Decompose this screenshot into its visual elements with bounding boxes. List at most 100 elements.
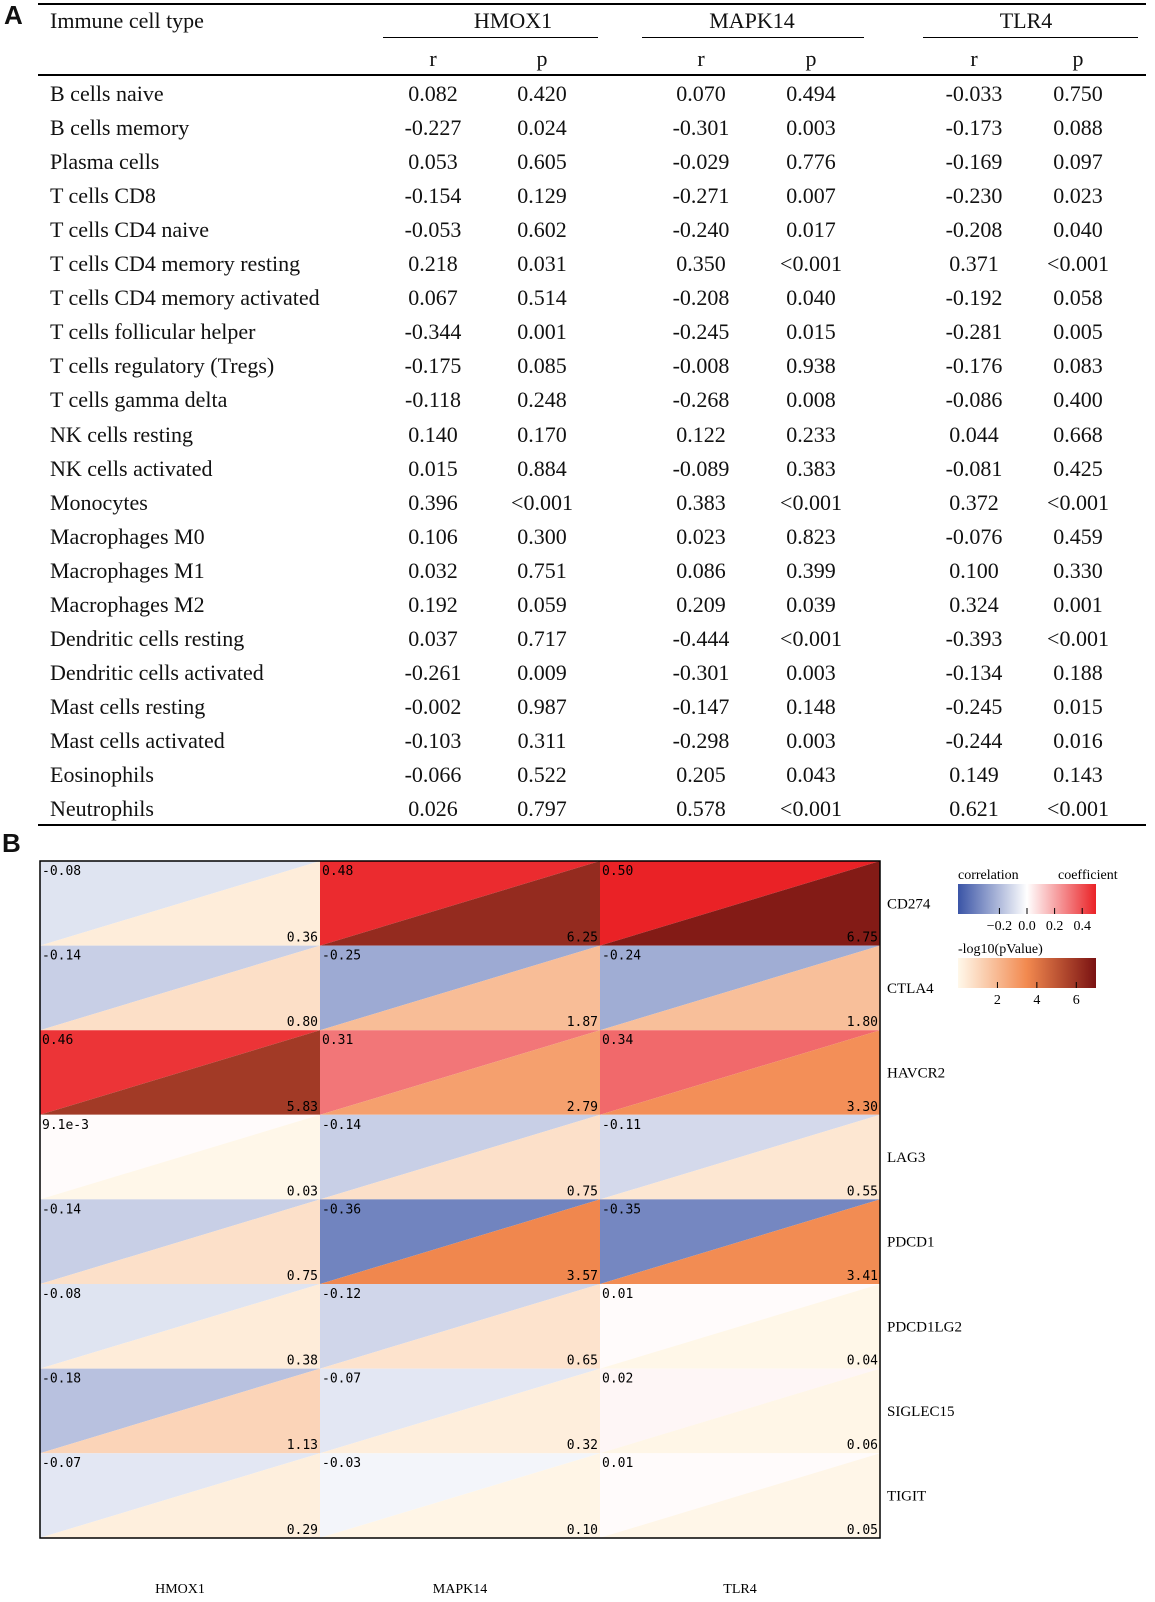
table-row-value: 0.396 xyxy=(408,490,458,515)
table-row-cell-type: Neutrophils xyxy=(50,796,154,821)
gene-header-rule xyxy=(642,37,864,38)
correlation-value-label: 0.31 xyxy=(322,1033,353,1048)
table-row-value: -0.244 xyxy=(945,728,1003,753)
row-label-siglec15: SIGLEC15 xyxy=(887,1404,955,1420)
legend-pvalue-colorbar xyxy=(958,958,1096,988)
table-row-value: 0.884 xyxy=(517,456,567,481)
table-row-value: 0.005 xyxy=(1053,319,1103,344)
row-label-lag3: LAG3 xyxy=(887,1150,925,1166)
table-row-value: 0.017 xyxy=(786,217,836,242)
pvalue-value-label: 3.30 xyxy=(847,1100,878,1115)
table-row-value: -0.147 xyxy=(672,694,730,719)
table-row-value: 0.070 xyxy=(676,81,726,106)
table-row-value: -0.444 xyxy=(672,626,730,651)
table-row-value: 0.023 xyxy=(676,524,726,549)
pvalue-triangle xyxy=(40,861,320,946)
table-row-value: -0.227 xyxy=(404,115,462,140)
table-row-value: 0.039 xyxy=(786,592,836,617)
pvalue-value-label: 0.10 xyxy=(567,1523,598,1538)
table-row-value: 0.192 xyxy=(408,592,458,617)
table-row-value: 0.578 xyxy=(676,796,726,821)
table-row-value: 0.602 xyxy=(517,217,567,242)
table-row-value: 0.106 xyxy=(408,524,458,549)
correlation-value-label: -0.14 xyxy=(42,1202,81,1217)
table-row-value: 0.140 xyxy=(408,422,458,447)
table-row-value: 0.044 xyxy=(949,422,999,447)
pvalue-triangle xyxy=(320,1114,600,1200)
table-row-cell-type: Mast cells resting xyxy=(50,694,206,719)
correlation-value-label: -0.18 xyxy=(42,1372,81,1387)
correlation-triangle xyxy=(320,1114,600,1200)
table-row-value: 0.053 xyxy=(408,149,458,174)
row-label-pdcd1lg2: PDCD1LG2 xyxy=(887,1319,962,1335)
table-row-cell-type: Macrophages M1 xyxy=(50,558,205,583)
pvalue-value-label: 0.75 xyxy=(567,1184,598,1199)
pvalue-value-label: 0.36 xyxy=(287,931,318,946)
table-row-cell-type: Dendritic cells resting xyxy=(50,626,245,651)
table-row-value: 0.459 xyxy=(1053,524,1103,549)
table-row-value: -0.154 xyxy=(404,183,462,208)
table-row-value: -0.230 xyxy=(945,183,1003,208)
table-row-value: 0.031 xyxy=(517,251,567,276)
table-row-value: 0.218 xyxy=(408,251,458,276)
correlation-value-label: -0.11 xyxy=(602,1118,641,1133)
pvalue-triangle xyxy=(40,1199,320,1284)
table-row-value: 0.522 xyxy=(517,762,567,787)
legend-correlation-tick-label: 0.4 xyxy=(1073,919,1091,934)
pvalue-triangle xyxy=(600,1284,880,1369)
pvalue-triangle xyxy=(320,1030,600,1115)
correlation-value-label: 0.48 xyxy=(322,864,353,879)
heatmap-border xyxy=(39,860,881,1539)
table-row-value: -0.245 xyxy=(945,694,1003,719)
table-row-cell-type: Dendritic cells activated xyxy=(50,660,264,685)
table-row-value: 0.248 xyxy=(517,387,567,412)
table-row-value: 0.003 xyxy=(786,660,836,685)
pvalue-value-label: 1.80 xyxy=(847,1015,878,1030)
table-row-value: -0.240 xyxy=(672,217,730,242)
table-row-value: -0.301 xyxy=(672,115,730,140)
table-row-value: -0.393 xyxy=(945,626,1003,651)
table-row-cell-type: Macrophages M0 xyxy=(50,524,205,549)
table-row-value: 0.494 xyxy=(786,81,836,106)
subheader-p: p xyxy=(1072,46,1084,71)
correlation-value-label: -0.03 xyxy=(322,1456,361,1471)
table-row-value: 0.383 xyxy=(676,490,726,515)
table-row-value: -0.268 xyxy=(672,387,730,412)
table-row-value: 0.420 xyxy=(517,81,567,106)
table-row-value: 0.008 xyxy=(786,387,836,412)
row-label-pdcd1: PDCD1 xyxy=(887,1235,935,1251)
subheader-p: p xyxy=(536,46,548,71)
table-row-value: <0.001 xyxy=(511,490,573,515)
table-row-value: 0.001 xyxy=(517,319,567,344)
pvalue-triangle xyxy=(40,945,320,1031)
table-row-value: <0.001 xyxy=(1047,626,1109,651)
table-row-value: -0.169 xyxy=(945,149,1003,174)
pvalue-value-label: 0.06 xyxy=(847,1438,878,1453)
legend-pvalue-tick-label: 2 xyxy=(994,993,1001,1008)
table-row-value: 0.143 xyxy=(1053,762,1103,787)
table-row-value: <0.001 xyxy=(780,251,842,276)
table-row-value: 0.205 xyxy=(676,762,726,787)
table-row-cell-type: B cells memory xyxy=(50,115,190,140)
correlation-value-label: 0.01 xyxy=(602,1456,633,1471)
table-row-value: -0.281 xyxy=(945,319,1003,344)
table-row-value: 0.750 xyxy=(1053,81,1103,106)
correlation-value-label: -0.08 xyxy=(42,864,81,879)
table-row-value: <0.001 xyxy=(780,796,842,821)
table-row-value: 0.170 xyxy=(517,422,567,447)
table-row-value: -0.081 xyxy=(945,456,1003,481)
pvalue-triangle xyxy=(40,1284,320,1369)
table-row-value: 0.823 xyxy=(786,524,836,549)
pvalue-triangle xyxy=(40,1368,320,1454)
table-row-value: 0.001 xyxy=(1053,592,1103,617)
correlation-value-label: 0.46 xyxy=(42,1033,73,1048)
table-header-rule xyxy=(38,74,1146,76)
table-row-value: 0.040 xyxy=(786,285,836,310)
table-header-gene: TLR4 xyxy=(999,8,1053,33)
table-row-value: 0.015 xyxy=(1053,694,1103,719)
table-row-value: 0.621 xyxy=(949,796,999,821)
table-row-value: 0.311 xyxy=(517,728,567,753)
table-row-value: 0.037 xyxy=(408,626,458,651)
legend-correlation-tick-label: 0.0 xyxy=(1018,919,1036,934)
column-label-hmox1: HMOX1 xyxy=(155,1582,205,1597)
